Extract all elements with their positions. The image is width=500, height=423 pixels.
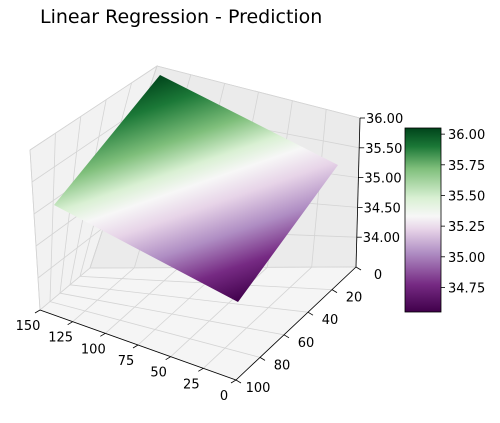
floor-pane <box>39 266 358 381</box>
y-gridline <box>69 284 309 313</box>
x-tick-mark <box>165 356 171 361</box>
z-tick-label: 35.00 <box>364 172 401 187</box>
y-tick-mark <box>355 266 362 271</box>
colorbar-tick-label: 35.75 <box>448 159 485 174</box>
x-tick-mark <box>198 367 204 372</box>
colorbar-tick-label: 34.75 <box>448 281 485 296</box>
z-gridline <box>156 65 361 119</box>
y-axis-line <box>235 266 357 381</box>
y-tick-label: 100 <box>246 381 271 396</box>
colorbar-tick-label: 35.25 <box>448 220 485 235</box>
colorbar-tick-label: 35.00 <box>448 251 485 266</box>
x-tick-mark <box>230 379 237 384</box>
x-tick-label: 0 <box>220 389 228 404</box>
x-tick-mark <box>34 309 41 314</box>
z-gridline <box>37 227 104 279</box>
y-gridline <box>49 301 261 358</box>
y-tick-mark <box>331 289 338 293</box>
z-tick-label: 36.00 <box>366 112 403 127</box>
y-tick-label: 0 <box>374 268 382 283</box>
x-gridline <box>39 267 91 311</box>
y-tick-label: 60 <box>298 336 315 351</box>
x-tick-mark <box>100 332 106 337</box>
x-gridline <box>203 266 312 369</box>
z-axis-line <box>355 117 361 268</box>
x-tick-label: 125 <box>48 331 73 346</box>
y-tick-mark <box>259 357 266 361</box>
y-tick-mark <box>235 379 242 384</box>
colorbar <box>404 127 442 313</box>
x-tick-mark <box>67 321 73 326</box>
x-tick-label: 150 <box>16 319 41 334</box>
x-tick-label: 100 <box>81 342 106 357</box>
colorbar-ticks: 34.75 35.00 35.25 35.50 35.75 36.00 <box>441 128 485 296</box>
x-tick-label: 25 <box>183 377 200 392</box>
y-gridline <box>59 292 285 336</box>
y-tick-mark <box>307 311 314 316</box>
x-tick-mark <box>132 344 139 349</box>
z-tick-label: 34.50 <box>364 201 401 216</box>
y-tick-label: 20 <box>346 291 363 306</box>
y-gridline <box>29 149 41 311</box>
regression-surface <box>54 75 338 302</box>
x-axis-ticks: 0 25 50 75 100 125 150 <box>16 309 237 404</box>
colorbar-tick-label: 36.00 <box>448 128 485 143</box>
x-tick-label: 75 <box>118 354 135 369</box>
x-tick-label: 50 <box>150 366 167 381</box>
chart-title: Linear Regression - Prediction <box>40 6 323 28</box>
z-axis-ticks: 34.00 34.50 35.00 35.50 36.00 <box>356 112 403 246</box>
x-gridline <box>105 267 179 334</box>
z-tick-label: 34.00 <box>363 231 400 246</box>
z-gridline <box>29 65 158 151</box>
x-gridline <box>72 267 135 322</box>
z-tick-label: 35.50 <box>365 142 402 157</box>
y-tick-mark <box>283 334 290 339</box>
y-gridline <box>49 133 56 302</box>
y-tick-label: 40 <box>322 313 339 328</box>
colorbar-tick-label: 35.50 <box>448 189 485 204</box>
y-tick-label: 80 <box>274 358 291 373</box>
